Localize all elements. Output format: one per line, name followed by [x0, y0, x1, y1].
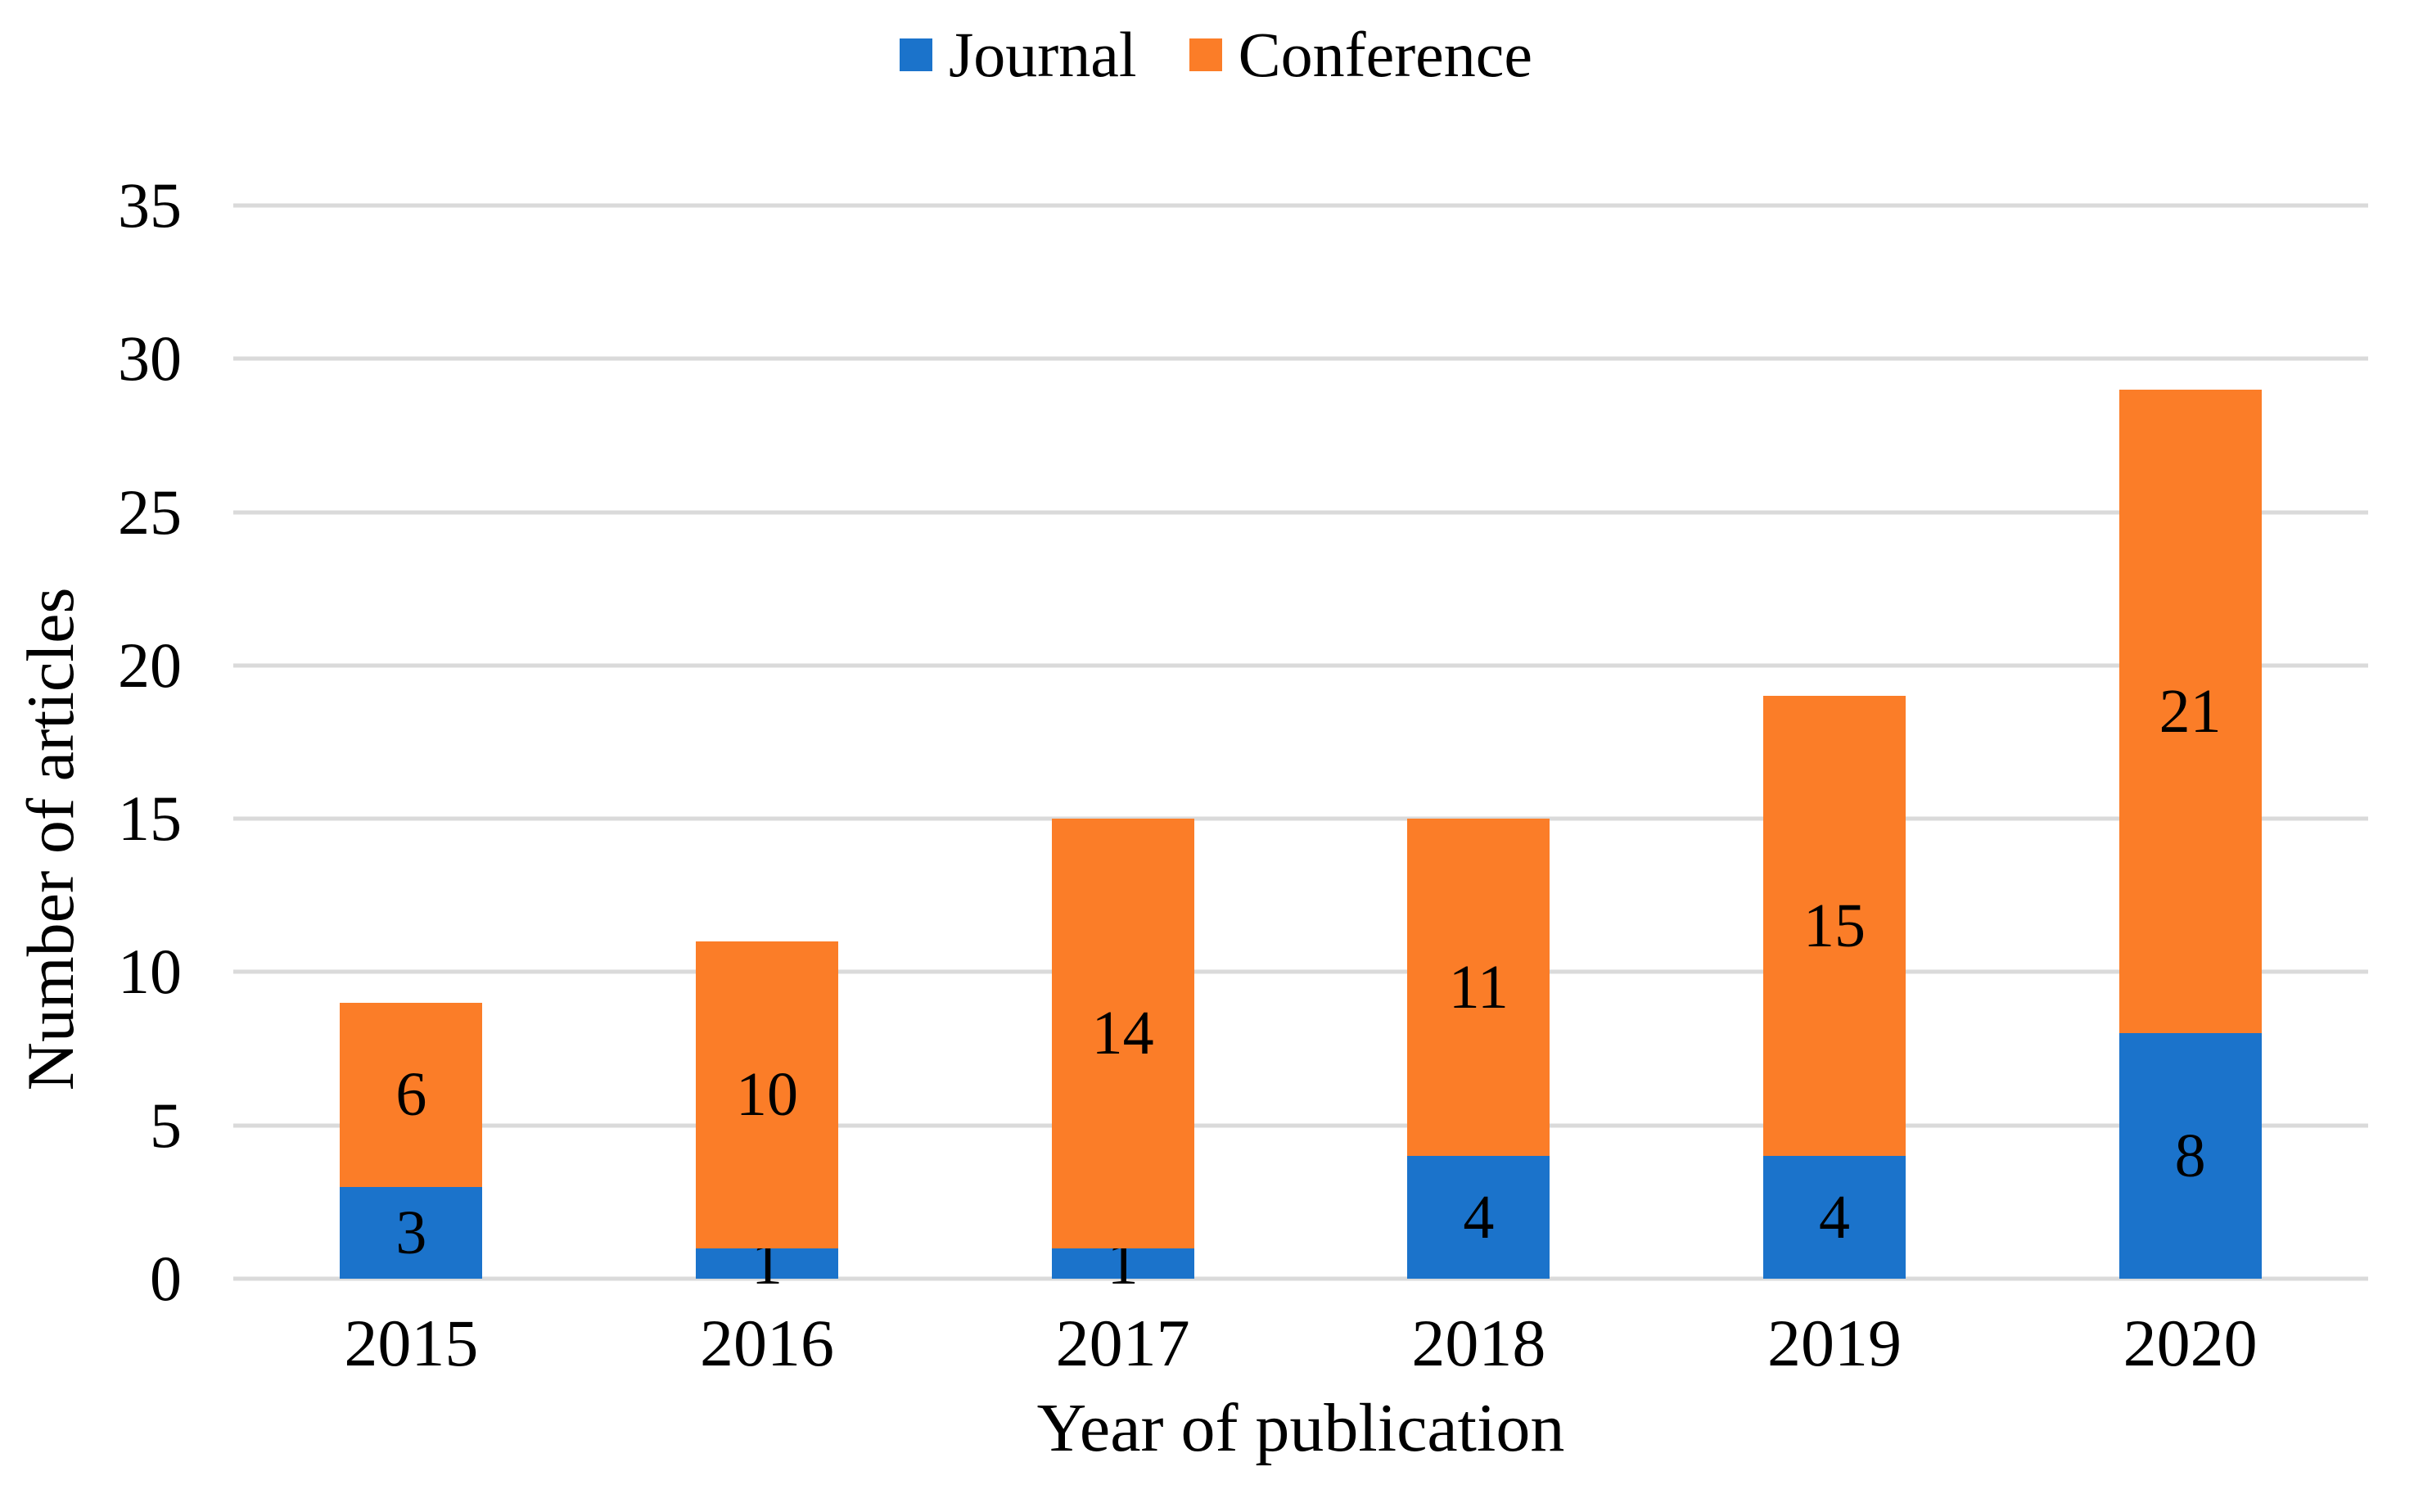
y-tick-label-15: 15 [118, 783, 182, 855]
gridline-y-10 [233, 969, 2368, 974]
x-tick-label-2017: 2017 [1055, 1306, 1190, 1380]
bar-segment-journal-2016 [696, 1248, 838, 1279]
gridline-y-0 [233, 1276, 2368, 1281]
gridline-y-35 [233, 203, 2368, 208]
bar-segment-conference-2019 [1763, 696, 1906, 1157]
gridline-y-20 [233, 663, 2368, 668]
bar-segment-conference-2020 [2118, 389, 2262, 1034]
gridline-y-25 [233, 510, 2368, 515]
legend-label-conference: Conference [1238, 19, 1533, 90]
bar-value-label-conference-2019: 15 [1803, 891, 1866, 961]
bar-segment-journal-2018 [1407, 1156, 1550, 1279]
y-tick-label-10: 10 [118, 936, 182, 1008]
legend-item-conference: Conference [1189, 23, 1532, 87]
legend-label-journal: Journal [948, 19, 1137, 90]
gridline-y-30 [233, 356, 2368, 361]
bar-segment-conference-2016 [696, 941, 838, 1248]
x-tick-label-2016: 2016 [700, 1306, 834, 1380]
y-tick-label-30: 30 [118, 323, 182, 395]
x-tick-label-2018: 2018 [1411, 1306, 1546, 1380]
bar-segment-journal-2017 [1051, 1248, 1194, 1279]
y-tick-label-20: 20 [118, 629, 182, 701]
y-tick-label-35: 35 [118, 169, 182, 241]
plot-area: 3 6 1 10 1 14 4 11 4 15 8 21 [233, 203, 2368, 1294]
y-tick-label-25: 25 [118, 476, 182, 548]
bar-value-label-conference-2018: 11 [1448, 953, 1509, 1022]
x-tick-label-2015: 2015 [344, 1306, 479, 1380]
bar-value-label-conference-2017: 14 [1091, 999, 1154, 1068]
legend-item-journal: Journal [899, 19, 1137, 90]
chart-legend: Journal Conference [0, 23, 2432, 87]
bar-segment-conference-2017 [1051, 819, 1194, 1248]
bar-segment-journal-2020 [2118, 1033, 2262, 1279]
x-tick-label-2020: 2020 [2123, 1306, 2258, 1380]
bar-value-label-conference-2015: 6 [395, 1060, 427, 1130]
bar-value-label-journal-2018: 4 [1463, 1183, 1495, 1252]
y-tick-label-5: 5 [150, 1089, 182, 1161]
bar-segment-conference-2015 [340, 1002, 483, 1187]
legend-swatch-journal-icon [899, 38, 932, 71]
bar-value-label-journal-2019: 4 [1819, 1183, 1850, 1252]
bar-value-label-journal-2015: 3 [395, 1198, 427, 1267]
bar-value-label-conference-2016: 10 [736, 1060, 798, 1130]
gridline-y-5 [233, 1123, 2368, 1128]
gridline-y-15 [233, 816, 2368, 821]
bar-segment-journal-2019 [1763, 1156, 1906, 1279]
bar-segment-journal-2015 [340, 1186, 483, 1279]
legend-swatch-conference-icon [1189, 38, 1222, 71]
bar-value-label-journal-2020: 8 [2174, 1122, 2206, 1191]
bar-segment-conference-2018 [1407, 819, 1550, 1157]
x-tick-label-2019: 2019 [1767, 1306, 1902, 1380]
bar-value-label-conference-2020: 21 [2159, 677, 2222, 747]
y-tick-label-0: 0 [150, 1243, 182, 1314]
x-axis-title: Year of publication [1036, 1390, 1565, 1466]
